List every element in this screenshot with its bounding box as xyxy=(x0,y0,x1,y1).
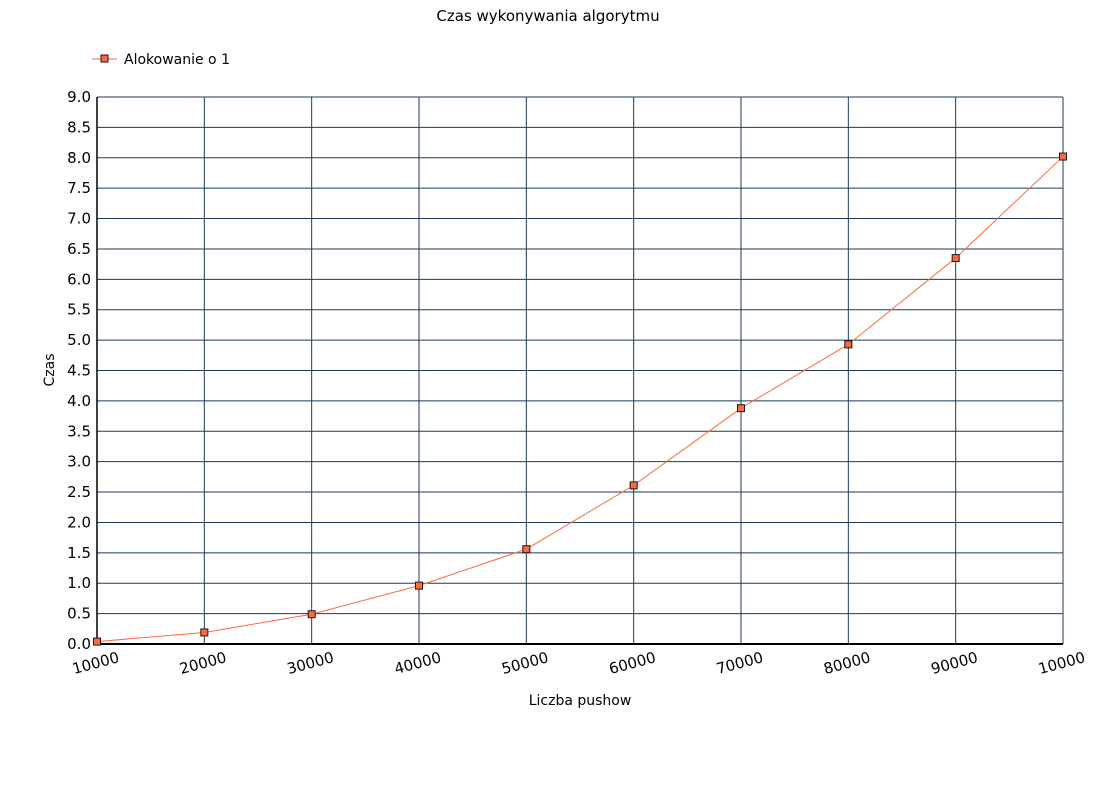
y-tick-label: 0.0 xyxy=(67,635,91,653)
legend-label: Alokowanie o 1 xyxy=(124,52,230,68)
y-tick-label: 5.0 xyxy=(67,331,91,349)
y-tick-label: 7.5 xyxy=(67,179,91,197)
x-tick-label: 60000 xyxy=(607,648,658,678)
y-tick-label: 2.0 xyxy=(67,513,91,531)
data-point xyxy=(93,637,101,646)
axes xyxy=(96,97,1063,645)
x-tick-label: 70000 xyxy=(714,648,765,678)
data-point xyxy=(629,481,638,490)
series-line xyxy=(96,156,1064,643)
y-tick-label: 4.0 xyxy=(67,392,91,410)
data-point xyxy=(951,254,960,263)
series xyxy=(93,152,1067,646)
x-tick-label: 80000 xyxy=(822,648,873,678)
data-point xyxy=(522,545,531,554)
chart-title: Czas wykonywania algorytmu xyxy=(436,7,659,25)
y-tick-label: 8.5 xyxy=(67,118,91,136)
x-tick-label: 20000 xyxy=(178,648,229,678)
y-tick-label: 9.0 xyxy=(67,88,91,106)
y-tick-label: 3.5 xyxy=(67,422,91,440)
x-tick-label: 30000 xyxy=(285,648,336,678)
x-tick-labels: 10000 20000 30000 40000 50000 60000 70000 80000… xyxy=(70,648,1087,678)
y-tick-label: 7.0 xyxy=(67,210,91,228)
x-tick-label: 40000 xyxy=(392,648,443,678)
x-tick-label: 50000 xyxy=(500,648,551,678)
x-tick-label: 90000 xyxy=(929,648,980,678)
y-tick-label: 2.5 xyxy=(67,483,91,501)
y-tick-label: 3.0 xyxy=(67,453,91,471)
legend-marker xyxy=(100,54,109,63)
y-tick-label: 6.5 xyxy=(67,240,91,258)
data-point xyxy=(1059,152,1067,161)
data-point xyxy=(844,340,853,349)
y-tick-labels: 0.0 0.5 1.0 1.5 2.0 2.5 3.0 3.5 4.0 4.5 5.0 5.5 6.0 6… xyxy=(67,88,91,653)
y-tick-label: 0.5 xyxy=(67,605,91,623)
data-point xyxy=(307,610,316,619)
y-tick-label: 8.0 xyxy=(67,149,91,167)
y-tick-label: 1.5 xyxy=(67,544,91,562)
data-point xyxy=(200,628,209,637)
legend: Alokowanie o 1 xyxy=(92,52,230,68)
x-axis-label: Liczba pushow xyxy=(529,693,632,709)
y-axis-label: Czas xyxy=(42,354,58,387)
x-tick-label: 10000 xyxy=(1036,648,1087,678)
y-tick-label: 5.5 xyxy=(67,301,91,319)
grid xyxy=(97,96,1064,644)
data-point xyxy=(415,581,423,590)
data-point xyxy=(737,404,745,413)
y-tick-label: 4.5 xyxy=(67,362,91,380)
y-tick-label: 1.0 xyxy=(67,574,91,592)
y-tick-label: 6.0 xyxy=(67,270,91,288)
